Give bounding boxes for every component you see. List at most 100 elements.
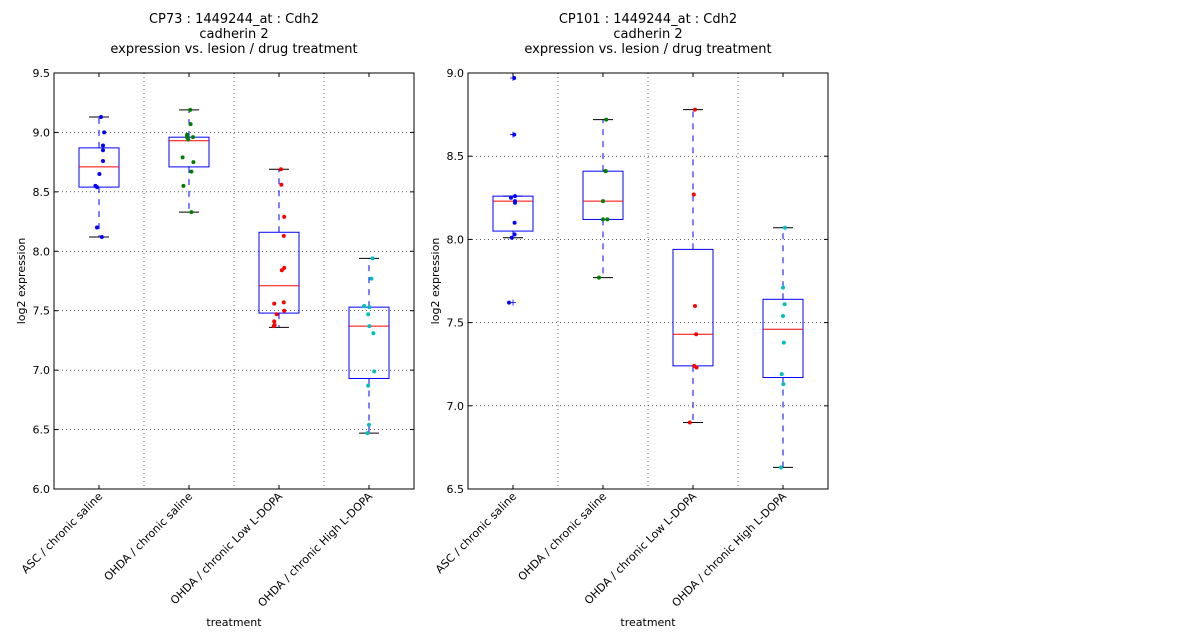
data-point [512,132,517,137]
chart-title-line: cadherin 2 [613,27,682,42]
y-tick-label: 8.5 [447,150,465,163]
y-tick-label: 7.5 [447,317,465,330]
data-point [366,383,371,388]
box-iqr [168,136,210,168]
data-point [102,130,107,135]
data-point [188,107,193,112]
y-axis-label: log2 expression [429,238,442,325]
data-point [180,155,185,160]
data-point [601,217,605,222]
data-point [779,465,783,470]
data-point [189,210,194,215]
data-point [279,268,284,273]
data-point [513,194,517,199]
data-point [271,324,276,329]
chart-title-line: cadherin 2 [199,27,268,42]
data-point [783,225,787,230]
data-point [509,195,513,200]
data-point [272,301,277,306]
data-point [509,235,514,240]
data-point [281,300,286,305]
box-iqr [672,248,714,367]
data-point [694,365,699,370]
data-point [274,312,279,317]
box-iqr [762,298,804,379]
y-tick-label: 6.5 [33,424,51,437]
data-point [370,256,375,261]
data-point [693,107,697,112]
data-point [507,300,511,305]
x-tick-label: OHDA / chronic saline [102,490,196,584]
data-point [781,382,786,387]
box-iqr [582,170,624,220]
data-point [191,135,195,140]
data-point [95,225,99,230]
data-point [781,340,786,345]
data-point [687,420,692,425]
box-3 [672,109,714,423]
data-point [101,148,105,153]
data-point [367,324,372,329]
data-point [186,137,191,142]
data-point [601,199,605,204]
data-point [282,308,287,313]
data-point [369,276,374,281]
data-point [95,185,99,190]
data-point [101,143,105,148]
data-point [99,235,104,240]
data-point [366,312,371,317]
data-point [781,285,785,290]
chart-title-line: CP73 : 1449244_at : Cdh2 [149,12,319,27]
y-tick-label: 9.0 [33,126,51,139]
y-tick-label: 7.5 [33,305,51,318]
data-point [101,158,105,163]
box-4 [348,257,390,434]
box-3 [258,168,300,328]
y-tick-label: 8.0 [447,233,465,246]
chart-title-line: expression vs. lesion / drug treatment [524,42,771,57]
data-point [691,192,696,197]
box-1 [78,116,120,238]
data-point [371,331,376,336]
data-point [512,232,517,237]
data-point [279,182,284,187]
data-point [782,302,787,307]
x-tick-label: ASC / chronic saline [433,490,519,576]
box-iqr [258,231,300,314]
data-point [282,214,287,219]
data-point [694,332,699,337]
x-tick-label: OHDA / chronic saline [516,490,610,584]
data-point [372,369,377,374]
data-point [281,233,286,238]
x-axis-label: treatment [620,616,676,629]
y-tick-label: 7.0 [33,364,51,377]
data-point [367,305,372,310]
data-point [365,431,370,436]
box-1 [492,74,534,306]
box-iqr [348,306,390,379]
data-point [693,303,697,308]
data-point [191,160,196,165]
chart-title-line: CP101 : 1449244_at : Cdh2 [559,12,737,27]
data-point [781,313,785,318]
plot-frame [53,72,415,490]
plot-frame [467,72,829,490]
x-axis-label: treatment [206,616,262,629]
x-tick-label: ASC / chronic saline [19,490,105,576]
data-point [99,114,103,119]
y-tick-label: 7.0 [447,400,465,413]
chart-title-line: expression vs. lesion / drug treatment [110,42,357,57]
data-point [513,200,517,205]
y-tick-label: 8.5 [33,186,51,199]
data-point [512,220,517,225]
data-point [597,275,601,280]
data-point [367,422,371,427]
data-point [362,303,367,308]
y-tick-label: 9.5 [33,67,51,80]
data-point [603,169,608,174]
y-tick-label: 6.5 [447,483,465,496]
data-point [189,169,194,174]
